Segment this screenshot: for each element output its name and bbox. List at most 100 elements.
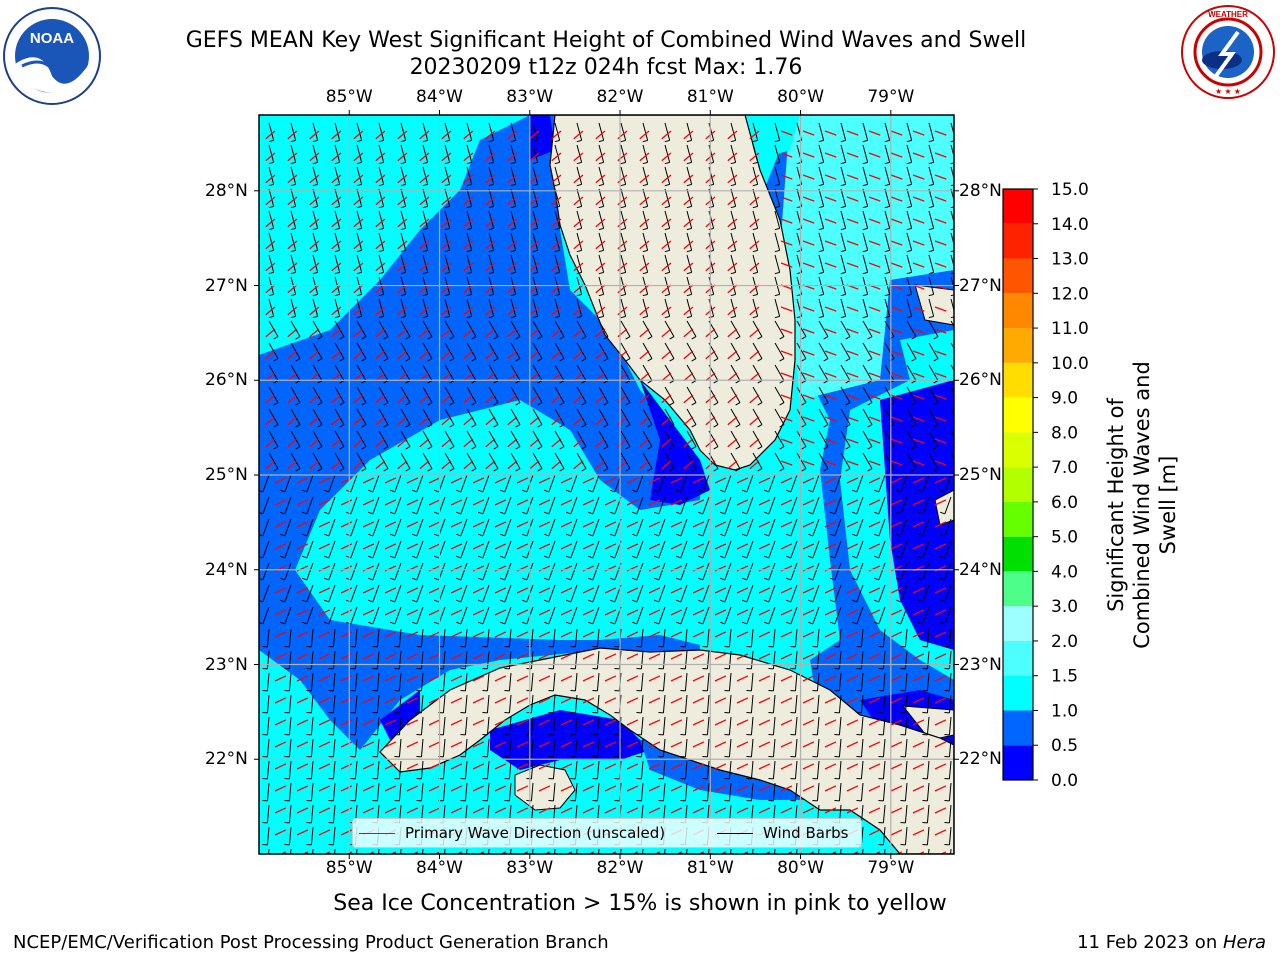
wind-barb (664, 386, 675, 406)
wind-barb (268, 188, 275, 209)
wave-direction-arrow (802, 130, 815, 136)
wind-barb (378, 144, 385, 165)
wind-barb (290, 144, 297, 165)
wind-barb (400, 254, 407, 275)
wave-direction-arrow (846, 394, 859, 400)
wind-barb (785, 474, 798, 493)
wave-direction-arrow (485, 328, 496, 338)
wind-barb (554, 298, 561, 319)
wind-barb (306, 826, 314, 846)
wind-barb (356, 342, 367, 362)
wave-direction-arrow (868, 499, 881, 506)
wind-barb (284, 826, 292, 846)
wind-barb (752, 188, 759, 209)
wave-direction-arrow (604, 763, 617, 770)
wave-direction-arrow (463, 306, 474, 316)
wind-barb (922, 782, 930, 802)
wind-barb (262, 782, 270, 802)
wave-direction-arrow (617, 328, 628, 338)
wave-direction-arrow (912, 499, 925, 506)
wind-barb (356, 364, 367, 384)
wind-barb (818, 342, 829, 362)
wind-barb (328, 694, 336, 714)
wave-direction-arrow (758, 741, 771, 748)
wind-barb (345, 474, 358, 493)
wave-direction-arrow (604, 477, 617, 484)
wave-direction-arrow (851, 851, 859, 854)
wave-direction-arrow (617, 240, 628, 250)
wind-barb (917, 518, 930, 537)
wind-barb (411, 562, 424, 581)
wave-direction-arrow (939, 851, 947, 854)
wind-barb (719, 540, 732, 559)
wave-direction-arrow (824, 499, 837, 506)
wave-direction-arrow (529, 174, 540, 184)
wind-barb (840, 232, 847, 253)
wind-barb (268, 430, 279, 450)
wave-direction-arrow (463, 372, 474, 382)
wave-direction-arrow (384, 785, 397, 792)
wind-barb (389, 518, 402, 537)
wind-barb (350, 716, 358, 736)
wind-barb (598, 386, 609, 406)
wave-direction-arrow (331, 416, 342, 426)
wave-direction-arrow (749, 262, 760, 272)
wave-direction-arrow (670, 587, 683, 594)
wind-barb (752, 298, 759, 319)
wave-direction-arrow (912, 807, 925, 814)
wind-barb (719, 584, 732, 603)
wind-barb (526, 716, 534, 736)
wind-barb (922, 650, 930, 670)
wave-direction-arrow (595, 372, 606, 382)
wind-barb (724, 694, 732, 714)
wave-direction-arrow (604, 675, 617, 682)
wave-direction-arrow (868, 697, 881, 704)
wind-barb (730, 188, 737, 209)
wind-barb (763, 518, 776, 537)
wind-barb (642, 848, 644, 854)
wind-barb (334, 210, 341, 231)
wind-barb (411, 540, 424, 559)
wave-direction-arrow (463, 196, 474, 206)
wave-direction-arrow (802, 372, 815, 378)
wind-barb (686, 210, 693, 231)
wave-direction-arrow (441, 350, 452, 360)
wave-direction-arrow (890, 521, 903, 528)
wave-direction-arrow (957, 720, 968, 725)
wind-barb (620, 144, 627, 165)
wind-barb (306, 672, 314, 692)
wind-barb (752, 386, 763, 406)
wind-barb (532, 386, 543, 406)
wind-barb (840, 210, 847, 231)
wind-barb (658, 782, 666, 802)
wave-direction-arrow (428, 631, 441, 638)
wave-direction-arrow (331, 350, 342, 360)
wave-direction-arrow (450, 631, 463, 638)
wind-barb (422, 430, 433, 450)
wind-barb (620, 452, 631, 472)
wind-barb (367, 474, 380, 493)
wind-barb (697, 562, 710, 581)
wave-direction-arrow (397, 218, 408, 228)
wind-barb (636, 672, 644, 692)
wave-direction-arrow (560, 697, 573, 704)
wave-direction-arrow (287, 460, 298, 470)
wave-direction-arrow (670, 609, 683, 616)
wind-barb (279, 474, 292, 493)
wave-direction-arrow (565, 851, 573, 854)
wave-direction-arrow (670, 675, 683, 682)
wind-barb (411, 496, 424, 515)
lat-label: 24°N (205, 559, 248, 580)
wave-direction-arrow (639, 196, 650, 206)
wave-direction-arrow (362, 763, 375, 770)
wind-barb (548, 650, 556, 670)
wave-direction-arrow (375, 284, 386, 294)
wave-direction-arrow (573, 372, 584, 382)
wind-barb (488, 144, 495, 165)
wind-barb (477, 584, 490, 603)
wave-direction-arrow (441, 284, 452, 294)
wind-barb (752, 430, 763, 450)
wave-direction-arrow (494, 521, 507, 528)
wave-direction-arrow (890, 240, 903, 246)
wave-direction-arrow (573, 152, 584, 162)
